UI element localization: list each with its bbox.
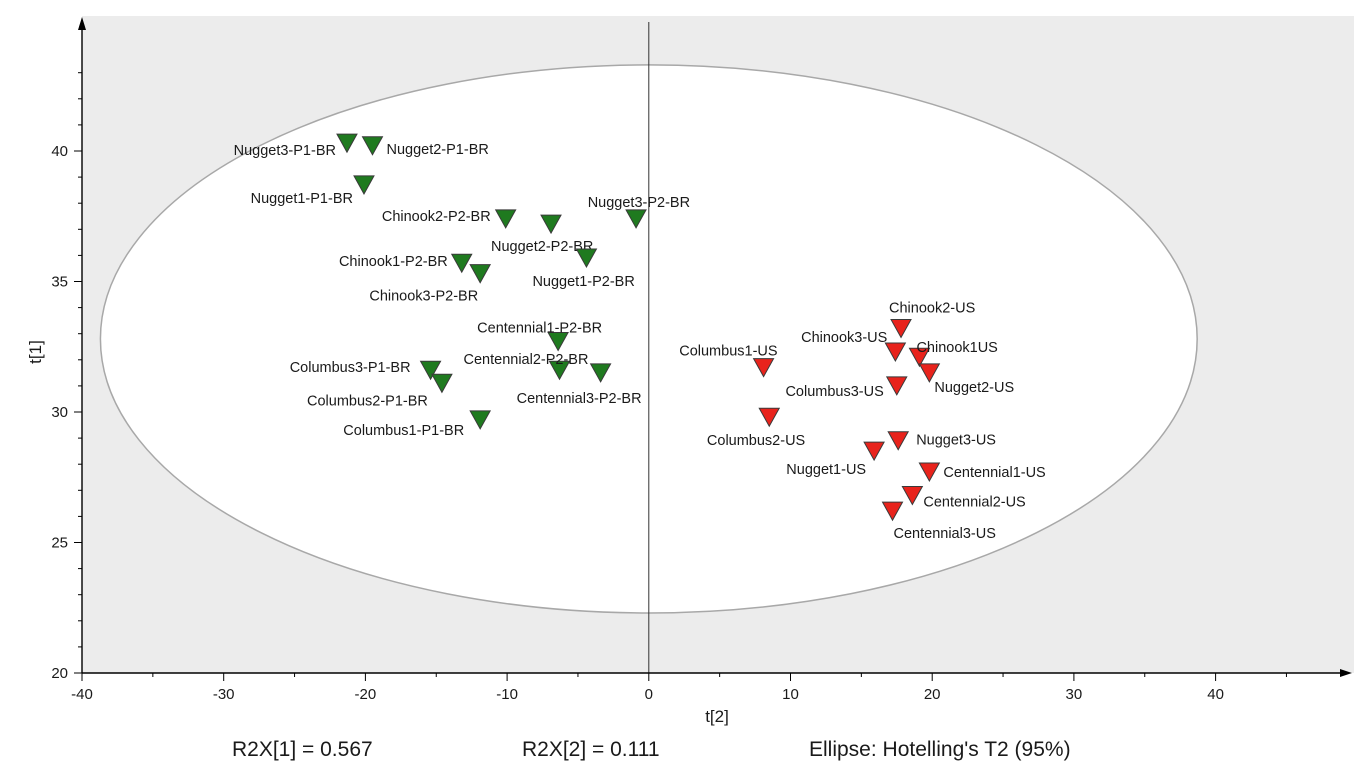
point-label: Centennial3-US xyxy=(894,526,996,542)
point-label: Nugget3-US xyxy=(916,433,996,449)
y-axis-arrow xyxy=(78,17,86,30)
data-point xyxy=(336,133,358,154)
data-point xyxy=(887,431,910,451)
data-point xyxy=(353,175,375,195)
point-label: Columbus2-US xyxy=(707,433,805,449)
point-label: Centennial2-US xyxy=(923,495,1025,511)
data-point xyxy=(547,332,569,352)
x-tick-label: -30 xyxy=(213,686,235,703)
data-point xyxy=(548,360,571,381)
r2x1-value: R2X[1] = 0.567 xyxy=(232,738,373,761)
data-point xyxy=(419,360,442,381)
r2x2-value: R2X[2] = 0.111 xyxy=(522,738,660,761)
y-tick-label: 35 xyxy=(51,274,68,291)
data-point xyxy=(540,214,562,235)
point-label: Chinook2-P2-BR xyxy=(382,209,491,225)
point-label: Nugget3-P1-BR xyxy=(234,143,336,159)
x-tick-label: -20 xyxy=(355,686,377,703)
data-point xyxy=(431,373,453,394)
x-tick-label: -40 xyxy=(71,686,93,703)
point-label: Chinook1-P2-BR xyxy=(339,254,448,270)
y-tick-label: 30 xyxy=(51,404,68,421)
point-label: Centennial1-P2-BR xyxy=(477,321,602,337)
data-point xyxy=(575,248,598,269)
point-label: Nugget1-P2-BR xyxy=(532,274,634,290)
x-tick-label: 0 xyxy=(645,686,653,703)
point-label: Columbus2-P1-BR xyxy=(307,393,428,409)
data-point xyxy=(863,441,885,462)
data-point xyxy=(361,136,384,156)
data-point xyxy=(589,363,612,383)
data-point xyxy=(890,318,912,339)
x-tick-label: -10 xyxy=(496,686,518,703)
y-tick-label: 40 xyxy=(51,143,68,160)
point-label: Chinook3-US xyxy=(801,330,887,346)
y-tick-label: 25 xyxy=(51,535,68,552)
x-tick-label: 40 xyxy=(1207,686,1224,703)
data-point xyxy=(625,209,647,229)
point-label: Columbus1-P1-BR xyxy=(343,423,464,439)
point-label: Centennial1-US xyxy=(943,465,1045,481)
ellipse-legend: Ellipse: Hotelling's T2 (95%) xyxy=(809,738,1071,761)
y-tick-label: 20 xyxy=(51,665,68,682)
y-axis-title: t[1] xyxy=(26,340,45,364)
point-label: Chinook1US xyxy=(916,340,997,356)
data-point xyxy=(908,347,931,368)
point-label: Columbus1-US xyxy=(679,344,777,360)
point-label: Nugget1-P1-BR xyxy=(251,191,353,207)
data-point xyxy=(885,376,908,396)
data-point xyxy=(469,410,492,430)
x-axis-arrow xyxy=(1340,669,1352,677)
data-point xyxy=(884,342,907,362)
point-label: Columbus3-US xyxy=(785,384,883,400)
x-tick-label: 20 xyxy=(924,686,941,703)
data-point xyxy=(918,363,941,383)
point-label: Chinook2-US xyxy=(889,300,975,316)
data-point xyxy=(918,462,941,483)
data-point xyxy=(450,253,473,274)
data-point xyxy=(469,264,492,284)
data-point xyxy=(901,486,924,506)
x-tick-label: 30 xyxy=(1066,686,1083,703)
x-axis-title: t[2] xyxy=(705,707,729,726)
point-label: Nugget3-P2-BR xyxy=(588,195,690,211)
data-point xyxy=(752,358,775,378)
data-point xyxy=(758,407,781,428)
x-tick-label: 10 xyxy=(782,686,799,703)
data-point xyxy=(881,501,904,522)
point-label: Nugget2-P1-BR xyxy=(386,142,488,158)
point-label: Nugget1-US xyxy=(786,462,866,478)
point-label: Nugget2-P2-BR xyxy=(491,239,593,255)
point-label: Centennial2-P2-BR xyxy=(464,352,589,368)
point-label: Centennial3-P2-BR xyxy=(517,391,642,407)
point-label: Chinook3-P2-BR xyxy=(369,289,478,305)
point-label: Columbus3-P1-BR xyxy=(290,360,411,376)
point-label: Nugget2-US xyxy=(934,380,1014,396)
data-point xyxy=(494,209,517,229)
